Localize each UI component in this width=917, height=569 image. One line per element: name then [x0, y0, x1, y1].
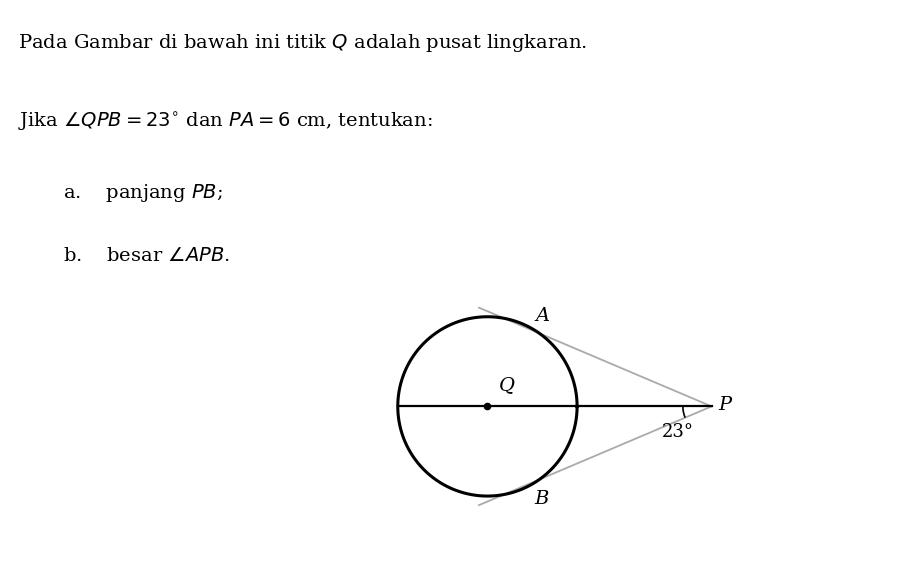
Text: Q: Q: [499, 376, 515, 394]
Text: P: P: [719, 395, 732, 414]
Text: A: A: [536, 307, 550, 325]
Text: 23°: 23°: [662, 423, 694, 440]
Text: a.    panjang $PB$;: a. panjang $PB$;: [63, 182, 223, 204]
Text: Jika $\angle QPB = 23^{\circ}$ dan $PA = 6$ cm, tentukan:: Jika $\angle QPB = 23^{\circ}$ dan $PA =…: [18, 111, 433, 134]
Text: b.    besar $\angle APB$.: b. besar $\angle APB$.: [63, 247, 230, 265]
Text: Pada Gambar di bawah ini titik $Q$ adalah pusat lingkaran.: Pada Gambar di bawah ini titik $Q$ adala…: [18, 32, 588, 54]
Text: B: B: [534, 490, 548, 508]
